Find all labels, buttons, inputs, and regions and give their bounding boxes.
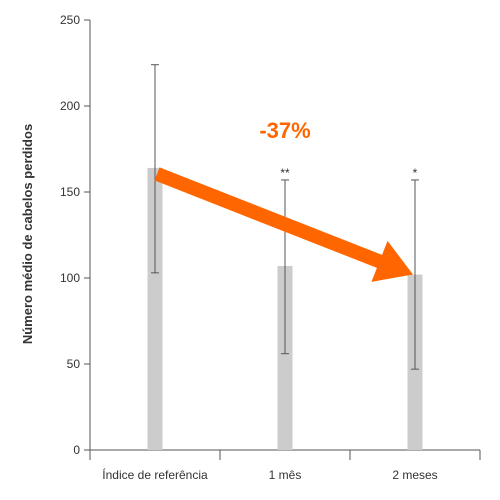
error-bars [151, 64, 419, 370]
bars [147, 167, 423, 451]
y-tick-label: 100 [60, 271, 80, 285]
trend-arrow-shaft [154, 167, 384, 269]
y-axis-label: Número médio de cabelos perdidos [20, 124, 35, 344]
y-tick-label: 200 [60, 99, 80, 113]
x-tick-label: 1 mês [269, 468, 302, 482]
significance-mark: ** [280, 166, 290, 180]
y-tick-label: 250 [60, 13, 80, 27]
y-axis: 0 50 100 150 200 250 [60, 13, 91, 457]
x-axis: Índice de referência 1 mês 2 meses [89, 449, 481, 482]
y-tick-label: 50 [67, 357, 81, 371]
x-tick-label: Índice de referência [102, 467, 208, 482]
trend-arrow [154, 167, 413, 282]
y-tick-label: 150 [60, 185, 80, 199]
trend-arrow-head [371, 240, 413, 282]
significance-mark: * [413, 166, 418, 180]
percent-change-annotation: -37% [259, 118, 310, 143]
bar [277, 265, 293, 450]
x-tick-label: 2 meses [392, 468, 437, 482]
bar [147, 167, 163, 451]
y-tick-label: 0 [73, 443, 80, 457]
significance-marks: ** * [280, 166, 417, 180]
